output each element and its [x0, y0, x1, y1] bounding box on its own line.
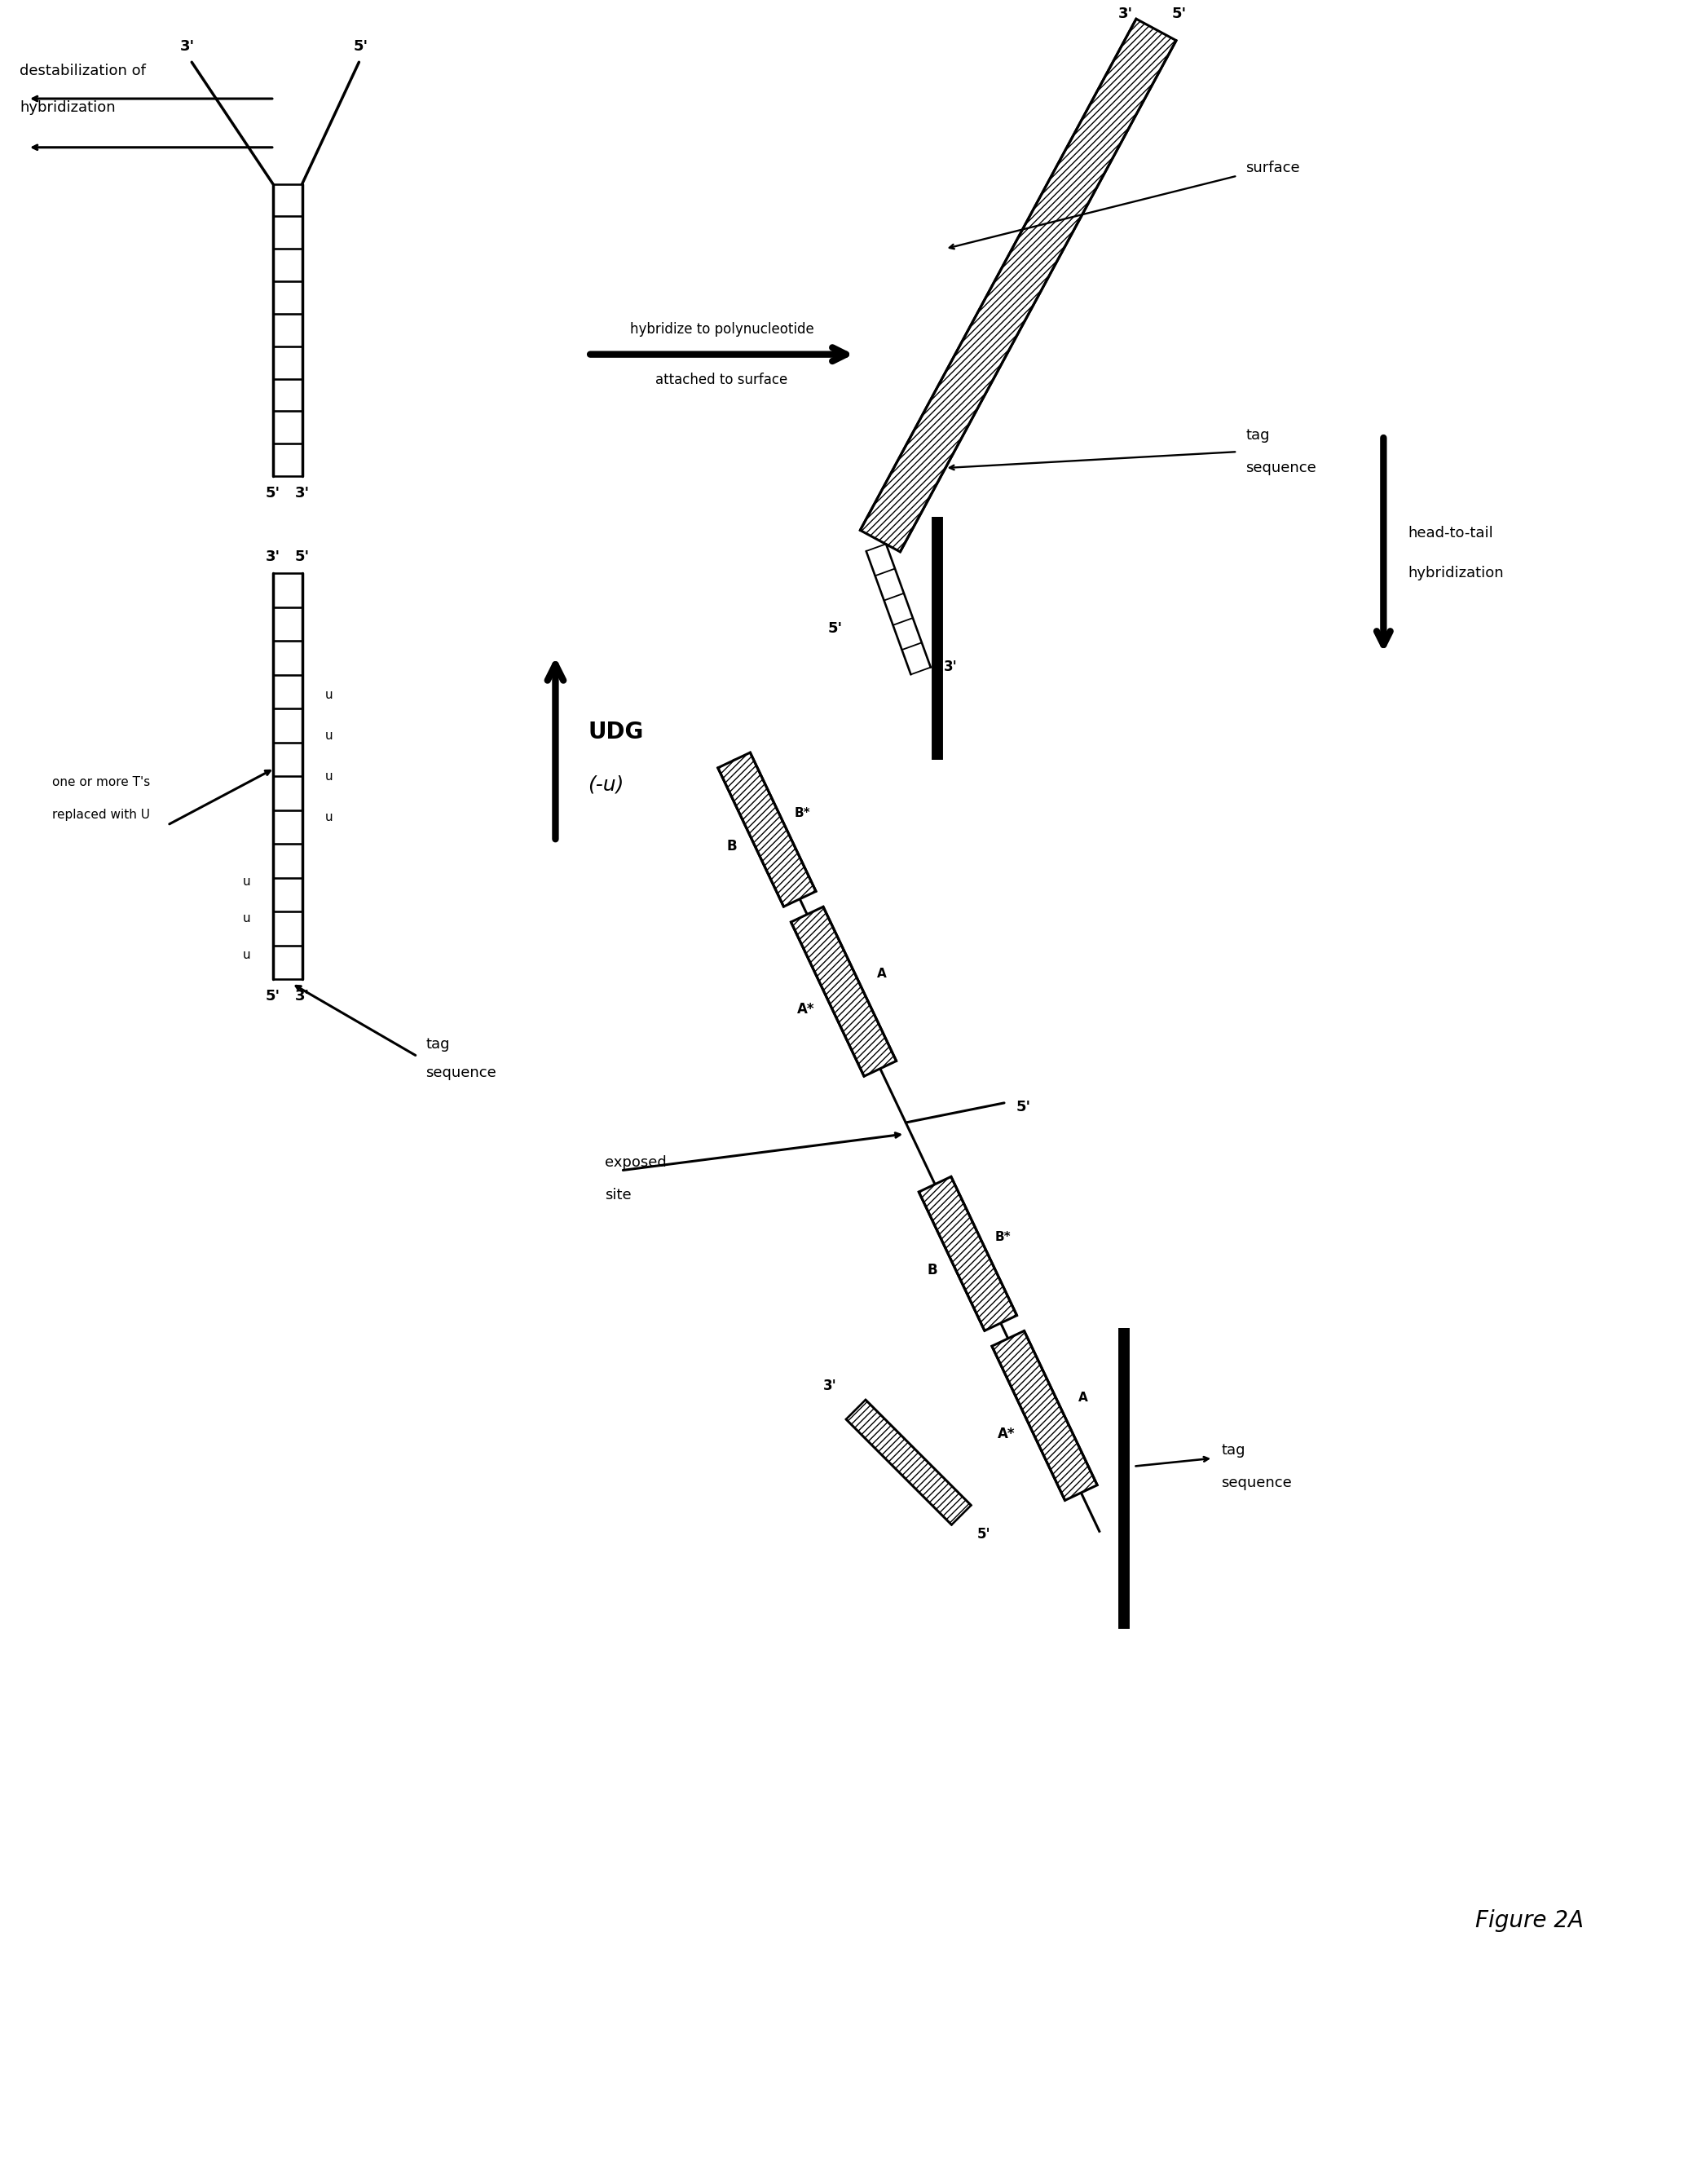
Text: destabilization of: destabilization of	[20, 63, 146, 79]
Text: A: A	[877, 968, 886, 981]
Text: u: u	[243, 948, 249, 961]
Text: 5': 5'	[265, 989, 280, 1005]
Text: hybridization: hybridization	[20, 100, 115, 116]
Text: u: u	[324, 729, 333, 743]
Text: 3': 3'	[295, 485, 309, 500]
Text: Figure 2A: Figure 2A	[1475, 1909, 1583, 1933]
Text: u: u	[324, 690, 333, 701]
Text: 5': 5'	[1171, 7, 1186, 22]
Text: u: u	[243, 876, 249, 889]
Text: 5': 5'	[977, 1527, 991, 1542]
Text: site: site	[604, 1188, 631, 1201]
Text: tag: tag	[1246, 428, 1269, 443]
Text: A: A	[1078, 1391, 1088, 1404]
Polygon shape	[991, 1330, 1098, 1500]
Text: 3': 3'	[265, 548, 280, 563]
Text: 5': 5'	[1017, 1099, 1032, 1114]
Text: sequence: sequence	[426, 1066, 496, 1081]
Text: tag: tag	[426, 1037, 450, 1053]
Text: exposed: exposed	[604, 1155, 667, 1171]
Text: hybridization: hybridization	[1409, 566, 1504, 581]
Polygon shape	[860, 20, 1176, 553]
Text: 3': 3'	[295, 989, 309, 1005]
Text: tag: tag	[1222, 1444, 1246, 1457]
Text: (-u): (-u)	[587, 775, 624, 795]
Text: attached to surface: attached to surface	[655, 371, 787, 387]
Text: 3': 3'	[823, 1378, 837, 1393]
Text: B*: B*	[994, 1232, 1011, 1243]
Text: sequence: sequence	[1222, 1474, 1291, 1489]
Text: surface: surface	[1246, 159, 1300, 175]
Text: A*: A*	[998, 1426, 1015, 1441]
Text: replaced with U: replaced with U	[53, 808, 149, 821]
Text: B: B	[726, 839, 736, 854]
Text: one or more T's: one or more T's	[53, 775, 149, 788]
Text: u: u	[324, 810, 333, 823]
Text: 3': 3'	[180, 39, 195, 55]
Polygon shape	[847, 1400, 971, 1524]
Text: UDG: UDG	[587, 721, 643, 743]
Polygon shape	[791, 906, 896, 1077]
Polygon shape	[918, 1177, 1017, 1330]
Text: 5': 5'	[353, 39, 368, 55]
Text: sequence: sequence	[1246, 461, 1317, 476]
Text: 5': 5'	[295, 548, 309, 563]
Polygon shape	[718, 753, 816, 906]
Text: 3': 3'	[944, 660, 957, 675]
Text: B*: B*	[794, 806, 809, 819]
Text: u: u	[324, 771, 333, 782]
Text: head-to-tail: head-to-tail	[1409, 526, 1493, 539]
Text: hybridize to polynucleotide: hybridize to polynucleotide	[630, 321, 815, 336]
Text: 5': 5'	[828, 622, 843, 636]
Text: A*: A*	[796, 1002, 815, 1018]
Text: B: B	[928, 1262, 938, 1278]
Text: 3': 3'	[1118, 7, 1132, 22]
Text: 5': 5'	[265, 485, 280, 500]
Text: u: u	[243, 913, 249, 924]
